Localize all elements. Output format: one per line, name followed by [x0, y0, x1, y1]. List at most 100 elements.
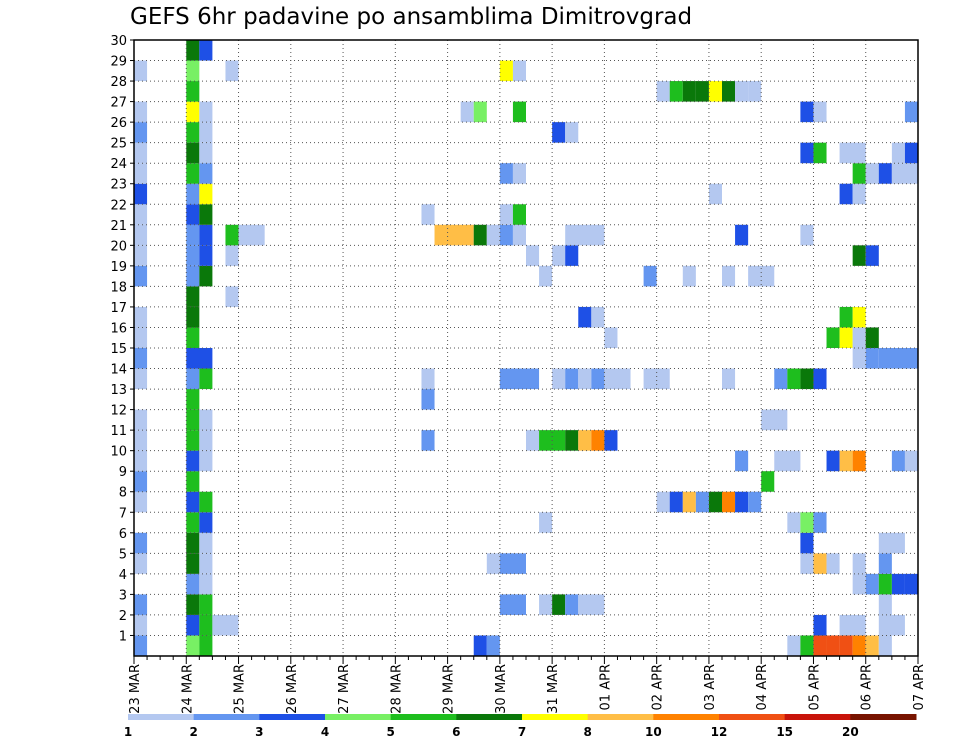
heatmap-cell	[852, 306, 866, 328]
heatmap-cell	[134, 163, 148, 184]
heatmap-cell	[186, 163, 200, 184]
heatmap-cell	[682, 265, 696, 287]
heatmap-cell	[134, 430, 148, 451]
heatmap-cell	[708, 183, 722, 205]
heatmap-cell	[852, 163, 866, 184]
heatmap-cell	[878, 594, 892, 615]
x-tick-label: 29 MAR	[442, 664, 457, 714]
heatmap-cell	[826, 450, 840, 472]
heatmap-cell	[526, 430, 540, 451]
y-tick-label: 19	[110, 260, 127, 275]
heatmap-cell	[800, 532, 814, 554]
y-tick-label: 8	[119, 486, 127, 501]
heatmap-cell	[499, 60, 513, 82]
heatmap-cell	[722, 368, 736, 390]
heatmap-cell	[186, 430, 200, 451]
heatmap-cell	[669, 491, 683, 513]
legend-label: 6	[452, 725, 460, 739]
heatmap-cell	[565, 368, 579, 390]
legend-swatch	[719, 714, 786, 720]
heatmap-cell	[186, 532, 200, 554]
x-tick-label: 02 APR	[651, 664, 666, 710]
heatmap-cell	[473, 224, 487, 246]
heatmap-cell	[891, 163, 918, 184]
heatmap-cell	[826, 327, 840, 348]
legend-swatch	[587, 714, 654, 720]
heatmap-cell	[186, 224, 200, 246]
heatmap-cell	[134, 265, 148, 287]
heatmap-cell	[839, 450, 853, 472]
legend-label: 7	[518, 725, 526, 739]
heatmap-cell	[499, 553, 526, 574]
heatmap-cell	[199, 512, 213, 533]
heatmap-cell	[512, 204, 526, 225]
chart-title: GEFS 6hr padavine po ansamblima Dimitrov…	[130, 4, 693, 30]
x-tick-label: 27 MAR	[337, 664, 352, 714]
heatmap-cell	[878, 163, 892, 184]
heatmap-cell	[134, 471, 148, 492]
heatmap-cell	[852, 348, 866, 369]
heatmap-cell	[565, 122, 579, 143]
heatmap-cell	[813, 142, 827, 164]
heatmap-cell	[186, 204, 200, 225]
y-tick-label: 17	[110, 301, 127, 316]
heatmap-cell	[199, 594, 213, 615]
y-tick-label: 27	[110, 96, 127, 111]
y-tick-label: 7	[119, 506, 127, 521]
y-tick-label: 29	[110, 55, 127, 70]
heatmap-cell	[186, 573, 200, 595]
y-tick-label: 1	[119, 629, 127, 644]
heatmap-cell	[552, 368, 566, 390]
heatmap-cell	[669, 81, 683, 102]
y-tick-label: 26	[110, 116, 127, 131]
heatmap-cell	[891, 142, 905, 164]
heatmap-cell	[199, 635, 213, 656]
heatmap-cell	[722, 491, 736, 513]
heatmap-cell	[199, 224, 213, 246]
heatmap-cell	[186, 512, 200, 533]
heatmap-cell	[225, 224, 239, 246]
heatmap-cell	[904, 573, 918, 595]
heatmap-cell	[813, 368, 827, 390]
heatmap-cell	[186, 348, 213, 369]
heatmap-cell	[225, 60, 239, 82]
heatmap-cell	[839, 327, 853, 348]
heatmap-cell	[591, 368, 605, 390]
heatmap-cell	[774, 450, 801, 472]
heatmap-cell	[813, 101, 827, 123]
heatmap-cell	[186, 389, 200, 410]
heatmap-cell	[891, 573, 905, 595]
y-tick-label: 4	[119, 568, 127, 583]
heatmap-cell	[565, 224, 605, 246]
legend-swatch	[784, 714, 851, 720]
x-tick-label: 26 MAR	[285, 664, 300, 714]
heatmap-cell	[865, 348, 879, 369]
heatmap-cell	[552, 594, 566, 615]
heatmap-cell	[421, 368, 435, 390]
y-tick-label: 20	[110, 239, 127, 254]
x-tick-label: 28 MAR	[389, 664, 404, 714]
heatmap-cell	[800, 635, 814, 656]
heatmap-cell	[499, 368, 540, 390]
heatmap-cell	[199, 573, 213, 595]
y-tick-label: 28	[110, 75, 127, 90]
y-tick-label: 14	[110, 363, 127, 378]
heatmap-cell	[134, 60, 148, 82]
heatmap-cell	[186, 553, 200, 574]
heatmap-cell	[134, 491, 148, 513]
heatmap-cell	[512, 224, 526, 246]
heatmap-cell	[186, 635, 200, 656]
heatmap-cell	[186, 122, 200, 143]
heatmap-cell	[695, 491, 709, 513]
heatmap-cell	[865, 163, 879, 184]
y-tick-label: 25	[110, 137, 127, 152]
heatmap-cell	[852, 183, 866, 205]
heatmap-cell	[552, 122, 566, 143]
heatmap-cell	[682, 491, 696, 513]
heatmap-cell	[735, 224, 749, 246]
heatmap-cell	[839, 635, 853, 656]
heatmap-cell	[134, 614, 148, 636]
legend-label: 10	[645, 725, 662, 739]
heatmap-cell	[852, 553, 866, 574]
